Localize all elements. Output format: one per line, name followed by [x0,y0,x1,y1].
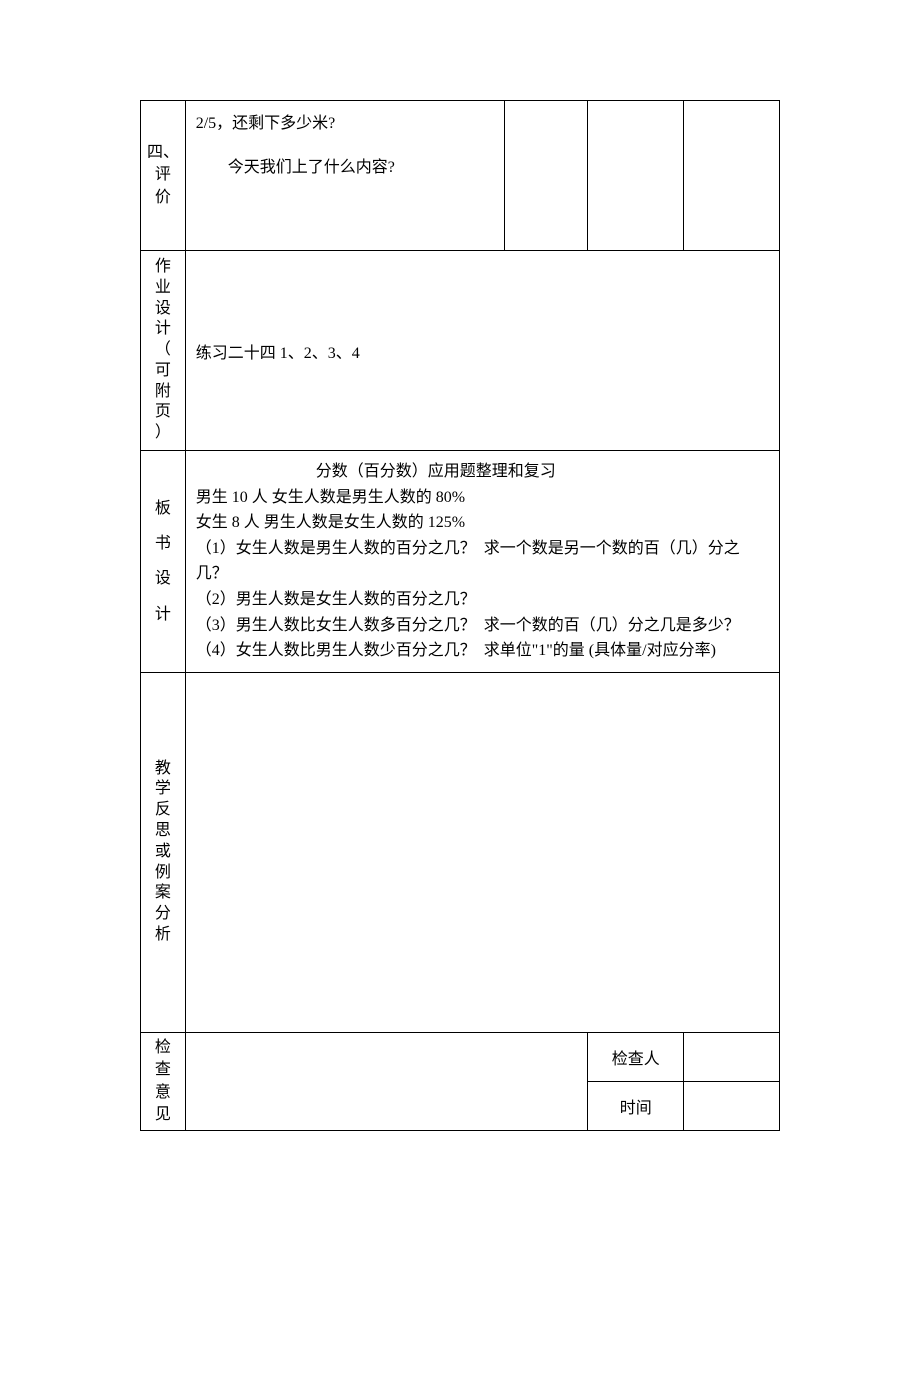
cell-board-content: 分数（百分数）应用题整理和复习 男生 10 人 女生人数是男生人数的 80% 女… [185,451,779,673]
cell-homework-content: 练习二十四 1、2、3、4 [185,251,779,451]
cell-check-content [185,1032,588,1131]
label-evaluation-b: 评价 [147,164,179,209]
row-homework: 作 业 设 计 （ 可 附 页 ） 练习二十四 1、2、3、4 [141,251,780,451]
cell-evaluation-c5 [684,101,780,251]
homework-text: 练习二十四 1、2、3、4 [196,345,360,362]
label-check: 检查 意见 [141,1032,186,1131]
label-evaluation: 四、 评价 [141,101,186,251]
row-check-1: 检查 意见 检查人 [141,1032,780,1081]
label-homework: 作 业 设 计 （ 可 附 页 ） [141,251,186,451]
board-l2: 女生 8 人 男生人数是女生人数的 125% [196,510,769,536]
spacer [196,139,495,153]
cell-time-value [684,1082,780,1131]
board-q2: （2）男生人数是女生人数的百分之几？ [196,587,769,613]
label-board: 板 书 设 计 [141,451,186,673]
cell-evaluation-content: 2/5，还剩下多少米? 今天我们上了什么内容? [185,101,505,251]
cell-reflection-content [185,672,779,1032]
row-reflection: 教 学 反 思 或 例 案 分 析 [141,672,780,1032]
cell-evaluation-c4 [588,101,684,251]
board-q3: （3）男生人数比女生人数多百分之几？ 求一个数的百（几）分之几是多少？ [196,613,769,639]
lesson-plan-table: 四、 评价 2/5，还剩下多少米? 今天我们上了什么内容? 作 业 设 计 （ … [140,100,780,1131]
cell-checker-value [684,1032,780,1081]
eval-line-2: 今天我们上了什么内容? [196,153,495,183]
label-time: 时间 [588,1082,684,1131]
board-title: 分数（百分数）应用题整理和复习 [196,459,769,485]
board-l1: 男生 10 人 女生人数是男生人数的 80% [196,485,769,511]
label-checker: 检查人 [588,1032,684,1081]
eval-line-1: 2/5，还剩下多少米? [196,109,495,139]
board-q1: （1）女生人数是男生人数的百分之几？ 求一个数是另一个数的百（几）分之几？ [196,536,769,587]
row-evaluation: 四、 评价 2/5，还剩下多少米? 今天我们上了什么内容? [141,101,780,251]
cell-evaluation-c3 [505,101,588,251]
label-reflection: 教 学 反 思 或 例 案 分 析 [141,672,186,1032]
board-q4: （4）女生人数比男生人数少百分之几？ 求单位"1"的量 (具体量/对应分率) [196,638,769,664]
label-evaluation-a: 四、 [147,142,179,164]
row-board: 板 书 设 计 分数（百分数）应用题整理和复习 男生 10 人 女生人数是男生人… [141,451,780,673]
